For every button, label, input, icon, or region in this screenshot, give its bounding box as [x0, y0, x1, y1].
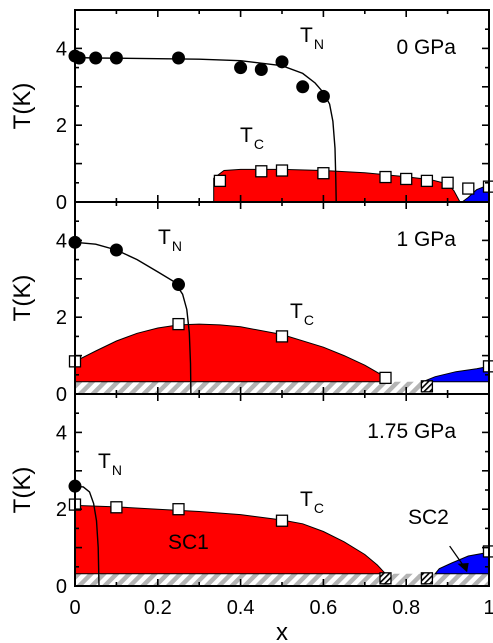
- x-tick-label: 0.8: [392, 597, 420, 619]
- tc-point: [441, 176, 454, 189]
- tc-point: [110, 501, 123, 514]
- x-axis-label: x: [276, 619, 288, 643]
- tc-point: [275, 514, 289, 527]
- sc1-label: SC1: [168, 531, 209, 554]
- x-tick-label: 1: [483, 597, 493, 619]
- tc-label: TC: [300, 488, 324, 516]
- y-tick-label: 0: [56, 576, 67, 598]
- tn-point: [172, 51, 185, 65]
- tn-point: [316, 89, 330, 103]
- tc-point: [400, 172, 413, 186]
- hatched-point: [379, 572, 392, 585]
- y-tick-label: 2: [56, 499, 67, 521]
- tc-label: TC: [290, 300, 314, 328]
- tn-point: [89, 51, 103, 65]
- tc-point: [379, 170, 392, 184]
- y-tick-label: 4: [56, 230, 67, 252]
- y-tick-label: 4: [56, 38, 67, 60]
- sc2-region-fill: [422, 365, 490, 383]
- tn-label: TN: [300, 24, 324, 52]
- tn-point: [109, 51, 123, 65]
- tc-label: TC: [240, 124, 264, 152]
- y-tick-label: 2: [56, 115, 67, 137]
- tn-point: [254, 63, 268, 77]
- tn-point: [275, 55, 289, 69]
- tc-point: [317, 167, 330, 180]
- hatched-point: [420, 380, 434, 393]
- sc-region-fill: [74, 323, 387, 383]
- y-tick-label: 0: [56, 192, 67, 214]
- pressure-label: 1 GPa: [396, 228, 456, 251]
- y-tick-label: 2: [56, 307, 67, 329]
- y-tick-label: 4: [56, 422, 67, 444]
- tc-point: [255, 165, 268, 178]
- y-axis-label: T(K): [9, 83, 36, 130]
- sc2-pointer-line: [449, 545, 465, 568]
- y-tick-label: 0: [56, 384, 67, 406]
- tn-label: TN: [158, 226, 182, 254]
- x-tick-label: 0: [69, 597, 80, 619]
- x-tick-label: 0.6: [309, 597, 337, 619]
- y-axis-label: T(K): [9, 275, 36, 322]
- pressure-label: 1.75 GPa: [367, 420, 456, 443]
- tn-boundary-curve: [74, 485, 100, 587]
- x-tick-label: 0.2: [144, 597, 172, 619]
- tc-point: [172, 503, 185, 516]
- tc-point: [275, 330, 289, 343]
- tn-point: [234, 61, 248, 75]
- hatched-point: [420, 572, 434, 585]
- pressure-label: 0 GPa: [396, 36, 456, 59]
- tc-point: [379, 371, 392, 385]
- tc-point: [420, 174, 434, 188]
- tn-point: [296, 80, 310, 94]
- sc2-pointer-arrowhead: [457, 563, 469, 573]
- tc-point: [172, 317, 185, 331]
- tn-label: TN: [98, 450, 122, 478]
- hatch-band: [75, 381, 423, 394]
- tn-point: [172, 278, 185, 292]
- sc2-label: SC2: [408, 506, 449, 529]
- tc-point: [275, 164, 289, 177]
- tc-point: [213, 174, 227, 188]
- sc1-region-fill: [74, 504, 387, 575]
- tn-point: [109, 243, 123, 257]
- tc-point: [462, 182, 475, 195]
- y-axis-label: T(K): [9, 467, 36, 514]
- x-tick-label: 0.4: [227, 597, 255, 619]
- tn-boundary-curve: [74, 56, 337, 203]
